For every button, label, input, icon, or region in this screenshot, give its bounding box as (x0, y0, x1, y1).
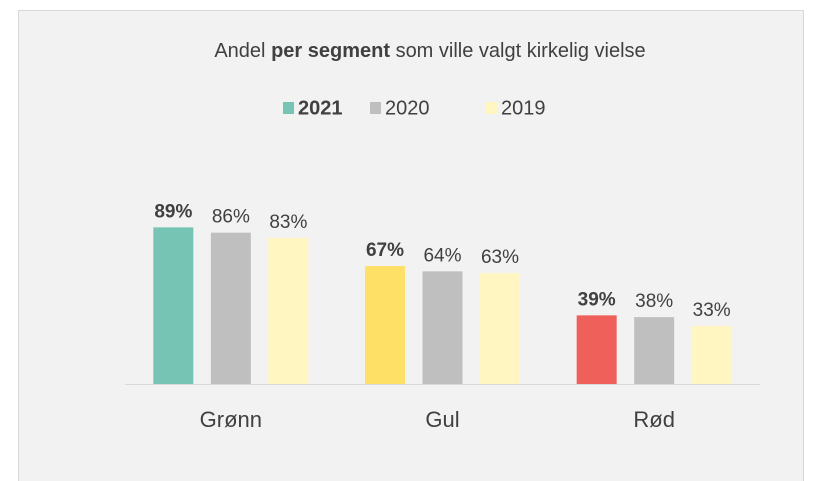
legend-swatch (283, 102, 294, 114)
bar (634, 317, 675, 384)
legend-label: 2021 (298, 97, 343, 119)
bar (153, 227, 194, 384)
chart-area (18, 10, 804, 481)
bar (365, 266, 405, 384)
value-label: 64% (423, 245, 461, 266)
value-label: 63% (481, 247, 519, 268)
value-label: 86% (212, 207, 250, 228)
x-tick-label: Grønn (200, 407, 262, 432)
legend-swatch (486, 102, 497, 114)
title-part: Andel (214, 40, 265, 62)
bar (210, 232, 251, 384)
legend-label: 2019 (501, 97, 546, 119)
bar (576, 315, 617, 384)
value-label: 67% (366, 240, 404, 261)
bar (480, 273, 520, 384)
legend-swatch (370, 102, 381, 114)
legend-label: 2020 (385, 97, 430, 119)
value-label: 38% (635, 291, 673, 312)
bar (691, 325, 732, 384)
title-part: som ville valgt kirkelig vielse (396, 40, 646, 62)
x-tick-label: Rød (633, 407, 675, 432)
bar (422, 271, 463, 384)
chart-title: Andel per segment som ville valgt kirkel… (214, 40, 645, 62)
bar (268, 237, 309, 384)
x-tick-label: Gul (425, 407, 459, 432)
value-label: 83% (269, 212, 307, 233)
value-label: 89% (154, 201, 192, 222)
value-label: 39% (578, 289, 616, 310)
value-label: 33% (693, 300, 731, 321)
title-part: per segment (271, 40, 390, 62)
